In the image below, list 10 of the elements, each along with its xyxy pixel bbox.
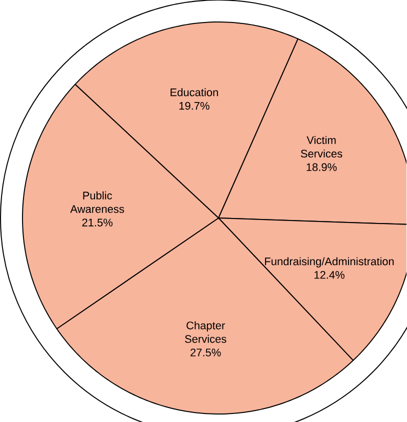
slice-label: Chapter Services	[185, 321, 227, 343]
data-label: 21.5%	[82, 218, 113, 226]
data-label: 27.5%	[190, 348, 222, 356]
slice-label: Victim Services	[301, 136, 342, 158]
slice-label: Public Awareness	[70, 191, 124, 213]
slice-label: Fundraising/Administration	[265, 257, 394, 268]
data-label: 12.4%	[314, 271, 345, 279]
data-label: 18.9%	[306, 163, 337, 172]
data-label: 19.7%	[180, 102, 210, 110]
slice-label: Education	[170, 88, 218, 96]
